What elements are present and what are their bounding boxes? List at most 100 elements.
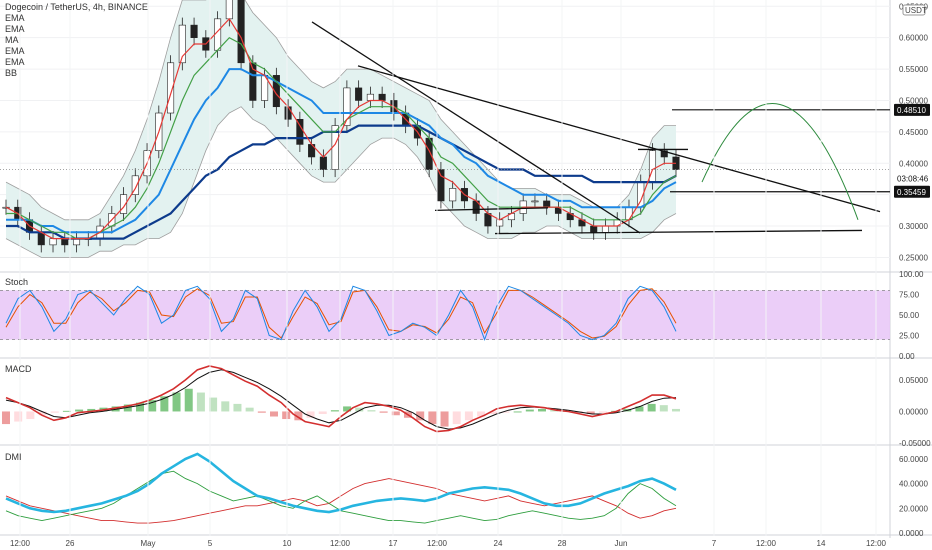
support-price-tag-bg [894, 185, 930, 198]
macd-histogram-bar [416, 411, 425, 421]
macd-histogram-bar [318, 411, 327, 414]
candle-body [648, 150, 657, 183]
candle-body [601, 225, 610, 233]
projection-arc [701, 103, 859, 220]
macd-histogram-bar [635, 406, 644, 412]
macd-histogram-bar [343, 406, 352, 412]
macd-histogram-bar [221, 401, 230, 412]
stoch-tick-label: 100.00 [899, 270, 924, 279]
macd-histogram-bar [306, 411, 315, 418]
candle-body [120, 194, 128, 214]
candle-body [272, 75, 280, 108]
macd-histogram-bar [26, 411, 35, 420]
macd-tick-label: 0.00000 [899, 407, 928, 416]
currency-badge: USDT [905, 6, 927, 15]
stoch-panel-label[interactable]: Stoch [5, 277, 29, 287]
macd-histogram-bar [75, 409, 84, 412]
stoch-band [0, 290, 890, 340]
dmi-panel-label[interactable]: DMI [5, 452, 22, 462]
time-tick-label: 26 [66, 539, 75, 548]
macd-histogram-bar [148, 400, 157, 412]
candle-body [543, 200, 551, 208]
target-price-tag: 0.48510 [897, 106, 926, 115]
indicator-ema-4[interactable]: EMA [5, 57, 25, 67]
macd-histogram-bar [647, 403, 656, 412]
time-tick-label: 7 [712, 539, 717, 548]
candle-body [167, 62, 175, 114]
indicator-ema-3[interactable]: EMA [5, 46, 25, 56]
macd-histogram-bar [136, 402, 144, 412]
candle-body [590, 225, 598, 233]
candle-body [425, 137, 433, 170]
indicator-ema-1[interactable]: EMA [5, 13, 25, 23]
macd-histogram-bar [659, 405, 668, 412]
macd-histogram-bar [440, 411, 449, 427]
stoch-k-line [5, 285, 677, 342]
time-tick-label: 24 [494, 539, 503, 548]
support-trendline [494, 229, 863, 235]
price-tick-label: 0.45000 [899, 128, 928, 137]
macd-histogram-bar [525, 409, 534, 412]
price-tick-label: 0.25000 [899, 253, 928, 262]
macd-histogram-bar [87, 408, 96, 412]
stoch-tick-label: 50.00 [899, 311, 920, 320]
candle-body [531, 200, 539, 203]
bollinger-upper-line [5, 0, 676, 221]
candle-body [190, 24, 198, 38]
chart-legend: Dogecoin / TetherUS, 4h, BINANCE EMA EMA… [5, 2, 148, 79]
macd-histogram-bar [38, 411, 47, 416]
time-tick-label: May [140, 539, 155, 548]
time-tick-label: 12:00 [866, 539, 887, 548]
ema-slow-line [6, 68, 677, 234]
macd-histogram-bar [294, 411, 303, 421]
stoch-tick-label: 75.00 [899, 291, 920, 300]
macd-histogram-bar [172, 392, 181, 412]
macd-histogram-bar [464, 411, 473, 421]
macd-histogram-bar [14, 411, 23, 422]
descending-trendline [357, 65, 881, 213]
macd-histogram-bar [50, 411, 59, 413]
candle-body [625, 206, 633, 221]
symbol-title: Dogecoin / TetherUS, 4h, BINANCE [5, 2, 148, 12]
dmi-tick-label: 60.0000 [899, 455, 928, 464]
candle-body [449, 188, 457, 202]
dmi-tick-label: 40.0000 [899, 480, 928, 489]
macd-histogram-bar [428, 411, 437, 425]
bollinger-lower-line [5, 106, 677, 258]
time-tick-label: 17 [389, 539, 398, 548]
stoch-d-line [5, 288, 677, 339]
macd-histogram-bar [270, 411, 278, 417]
macd-histogram-bar [391, 411, 400, 416]
target-price-tag-bg [894, 103, 930, 116]
candle-body [496, 219, 504, 227]
macd-panel-label[interactable]: MACD [5, 364, 32, 374]
time-tick-label: 14 [817, 539, 826, 548]
time-tick-label: 12:00 [756, 539, 777, 548]
macd-histogram-bar [257, 411, 266, 413]
time-tick-label: 12:00 [10, 539, 31, 548]
candle-body [284, 106, 292, 120]
macd-histogram-bar [160, 396, 169, 412]
time-tick-label: 10 [283, 539, 292, 548]
macd-histogram-bar [477, 411, 486, 417]
macd-histogram-bar [355, 407, 364, 412]
steep-trendline [311, 21, 641, 234]
countdown-tag-bg [894, 172, 930, 185]
indicator-ma[interactable]: MA [5, 35, 19, 45]
price-tick-label: 0.60000 [899, 34, 928, 43]
candle-body [366, 93, 374, 101]
macd-histogram-bar [513, 411, 522, 413]
candle-body [378, 93, 386, 101]
indicator-bb[interactable]: BB [5, 68, 18, 78]
dmi-tick-label: 0.0000 [899, 529, 924, 538]
macd-histogram-bar [586, 411, 595, 414]
ema-mid-line [6, 36, 677, 240]
macd-histogram-bar [489, 411, 498, 414]
candle-body [178, 24, 186, 64]
candle-body [319, 156, 327, 170]
candle-body [660, 150, 668, 158]
stoch-tick-label: 25.00 [899, 332, 920, 341]
currency-badge-bg [902, 4, 926, 16]
indicator-ema-2[interactable]: EMA [5, 24, 25, 34]
